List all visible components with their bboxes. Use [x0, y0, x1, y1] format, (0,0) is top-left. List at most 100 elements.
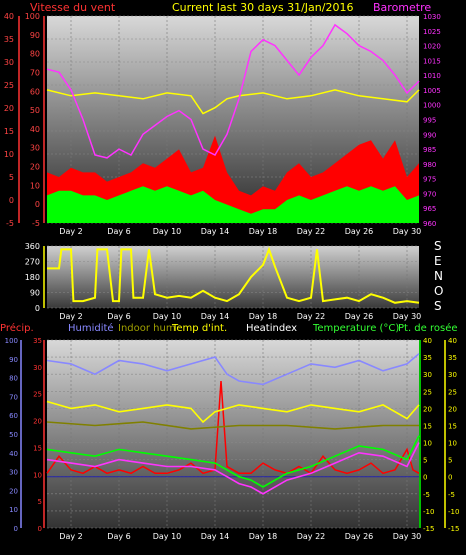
y-right-tick-label: 1000	[423, 102, 441, 110]
legend-humidity: Humidité	[68, 322, 114, 334]
y-humidity-tick-label: 50	[9, 431, 18, 439]
x-tick-label: Day 10	[153, 312, 182, 321]
y-right-tick-label: 30	[448, 371, 457, 379]
x-tick-label: Day 26	[345, 227, 374, 236]
legend-indoor-hum: Indoor hum	[118, 323, 176, 334]
y-precip-tick-label: 25	[33, 391, 42, 399]
y-precip-tick-label: 0	[38, 525, 42, 533]
x-tick-label: Day 14	[201, 532, 230, 541]
legend-dewpoint: Pt. de rosée	[398, 322, 458, 334]
y-left2-tick-label: 90	[30, 31, 40, 40]
x-tick-label: Day 14	[201, 227, 230, 236]
bottom-plot-area	[47, 340, 419, 528]
y-right-tick-label: 1030	[423, 13, 441, 21]
y-right-tick-label: 10	[448, 440, 457, 448]
y-right-tick-label: 1005	[423, 87, 441, 95]
y-humidity-tick-label: 80	[9, 375, 18, 383]
y-humidity-tick-label: 100	[5, 337, 18, 345]
y-right-tick-label: 975	[423, 176, 436, 184]
y-left-tick-label: 20	[4, 104, 14, 113]
y-humidity-tick-label: 0	[14, 525, 18, 533]
y-right-tick-label: 995	[423, 117, 436, 125]
x-tick-label: Day 22	[297, 312, 326, 321]
y-left2-tick-label: 10	[30, 181, 40, 190]
y-right2-tick-label: -10	[423, 508, 434, 516]
yellow-line	[46, 89, 420, 115]
temperature-c--line	[46, 435, 420, 488]
y-right-tick-label: 1025	[423, 28, 441, 36]
dir-letter-s2: S	[434, 299, 442, 313]
y-left2-tick-label: 0	[35, 200, 40, 209]
y-dir-tick-label: 270	[25, 258, 40, 267]
y-right-tick-label: 980	[423, 161, 436, 169]
y-precip-tick-label: 10	[33, 471, 42, 479]
y-left2-tick-label: -5	[32, 219, 40, 228]
x-tick-label: Day 26	[345, 312, 374, 321]
y-right-tick-label: 1015	[423, 57, 441, 65]
y-right-tick-label: 1010	[423, 72, 441, 80]
y-right2-tick-label: 0	[423, 474, 427, 482]
y-left-tick-label: 10	[4, 150, 14, 159]
y-right-tick-label: -5	[448, 491, 455, 499]
legend-indoor-temp: Temp d'int.	[171, 323, 227, 334]
x-tick-label: Day 2	[59, 312, 82, 321]
x-tick-label: Day 22	[297, 532, 326, 541]
y-right2-tick-label: 25	[423, 388, 432, 396]
y-left2-tick-label: 30	[30, 144, 40, 153]
x-tick-label: Day 30	[393, 532, 422, 541]
y-left2-tick-label: 70	[30, 68, 40, 77]
y-dir-tick-label: 180	[25, 273, 40, 282]
y-humidity-tick-label: 90	[9, 356, 18, 364]
y-precip-tick-label: 30	[33, 364, 42, 372]
y-left-tick-label: 35	[4, 35, 14, 44]
x-tick-label: Day 6	[107, 227, 130, 236]
y-right2-tick-label: -15	[423, 525, 434, 533]
y-right2-tick-label: 5	[423, 457, 427, 465]
y-humidity-tick-label: 30	[9, 469, 18, 477]
indoor-hum-line	[46, 421, 419, 430]
y-dir-tick-label: 360	[25, 242, 40, 251]
temp-d-int--line	[46, 400, 420, 424]
series-layer	[46, 23, 420, 495]
x-tick-label: Day 26	[345, 532, 374, 541]
y-precip-tick-label: 35	[33, 337, 42, 345]
y-left-tick-label: -5	[6, 219, 14, 228]
barometer-label: Barometre	[373, 1, 431, 14]
wind-avg-area	[47, 186, 419, 223]
y-right-tick-label: 35	[448, 354, 457, 362]
y-right2-tick-label: 20	[423, 405, 432, 413]
y-right-tick-label: 5	[448, 457, 452, 465]
y-right-tick-label: 25	[448, 388, 457, 396]
x-tick-label: Day 18	[249, 532, 278, 541]
y-right-tick-label: 20	[448, 405, 457, 413]
y-left2-tick-label: 60	[30, 87, 40, 96]
dir-letter-e: E	[434, 254, 442, 268]
y-left-tick-label: 5	[9, 173, 14, 182]
dir-letter-n: N	[434, 269, 443, 283]
y-right-tick-label: 985	[423, 146, 436, 154]
wind-speed-label: Vitesse du vent	[30, 1, 116, 14]
y-left-tick-label: 40	[4, 12, 14, 21]
dir-letter-o: O	[434, 284, 443, 298]
x-tick-label: Day 30	[393, 312, 422, 321]
pt-de-ros-e-line	[46, 442, 420, 495]
legend-temperature: Temperature (°C)	[312, 323, 399, 334]
y-left2-tick-label: 100	[25, 12, 40, 21]
legend-precip: Précip.	[0, 322, 34, 334]
y-right-tick-label: 0	[448, 474, 452, 482]
y-right-tick-label: 960	[423, 220, 436, 228]
x-tick-label: Day 10	[153, 532, 182, 541]
y-dir-tick-label: 90	[30, 289, 40, 298]
x-tick-label: Day 18	[249, 312, 278, 321]
x-tick-label: Day 2	[59, 227, 82, 236]
y-left2-tick-label: 40	[30, 125, 40, 134]
wind-direction-line	[47, 246, 420, 304]
x-tick-label: Day 22	[297, 227, 326, 236]
y-humidity-tick-label: 70	[9, 393, 18, 401]
x-tick-label: Day 18	[249, 227, 278, 236]
y-dir-tick-label: 0	[35, 304, 40, 313]
chart-title: Current last 30 days 31/Jan/2016	[172, 1, 353, 14]
y-precip-tick-label: 20	[33, 418, 42, 426]
y-right2-tick-label: -5	[423, 491, 430, 499]
